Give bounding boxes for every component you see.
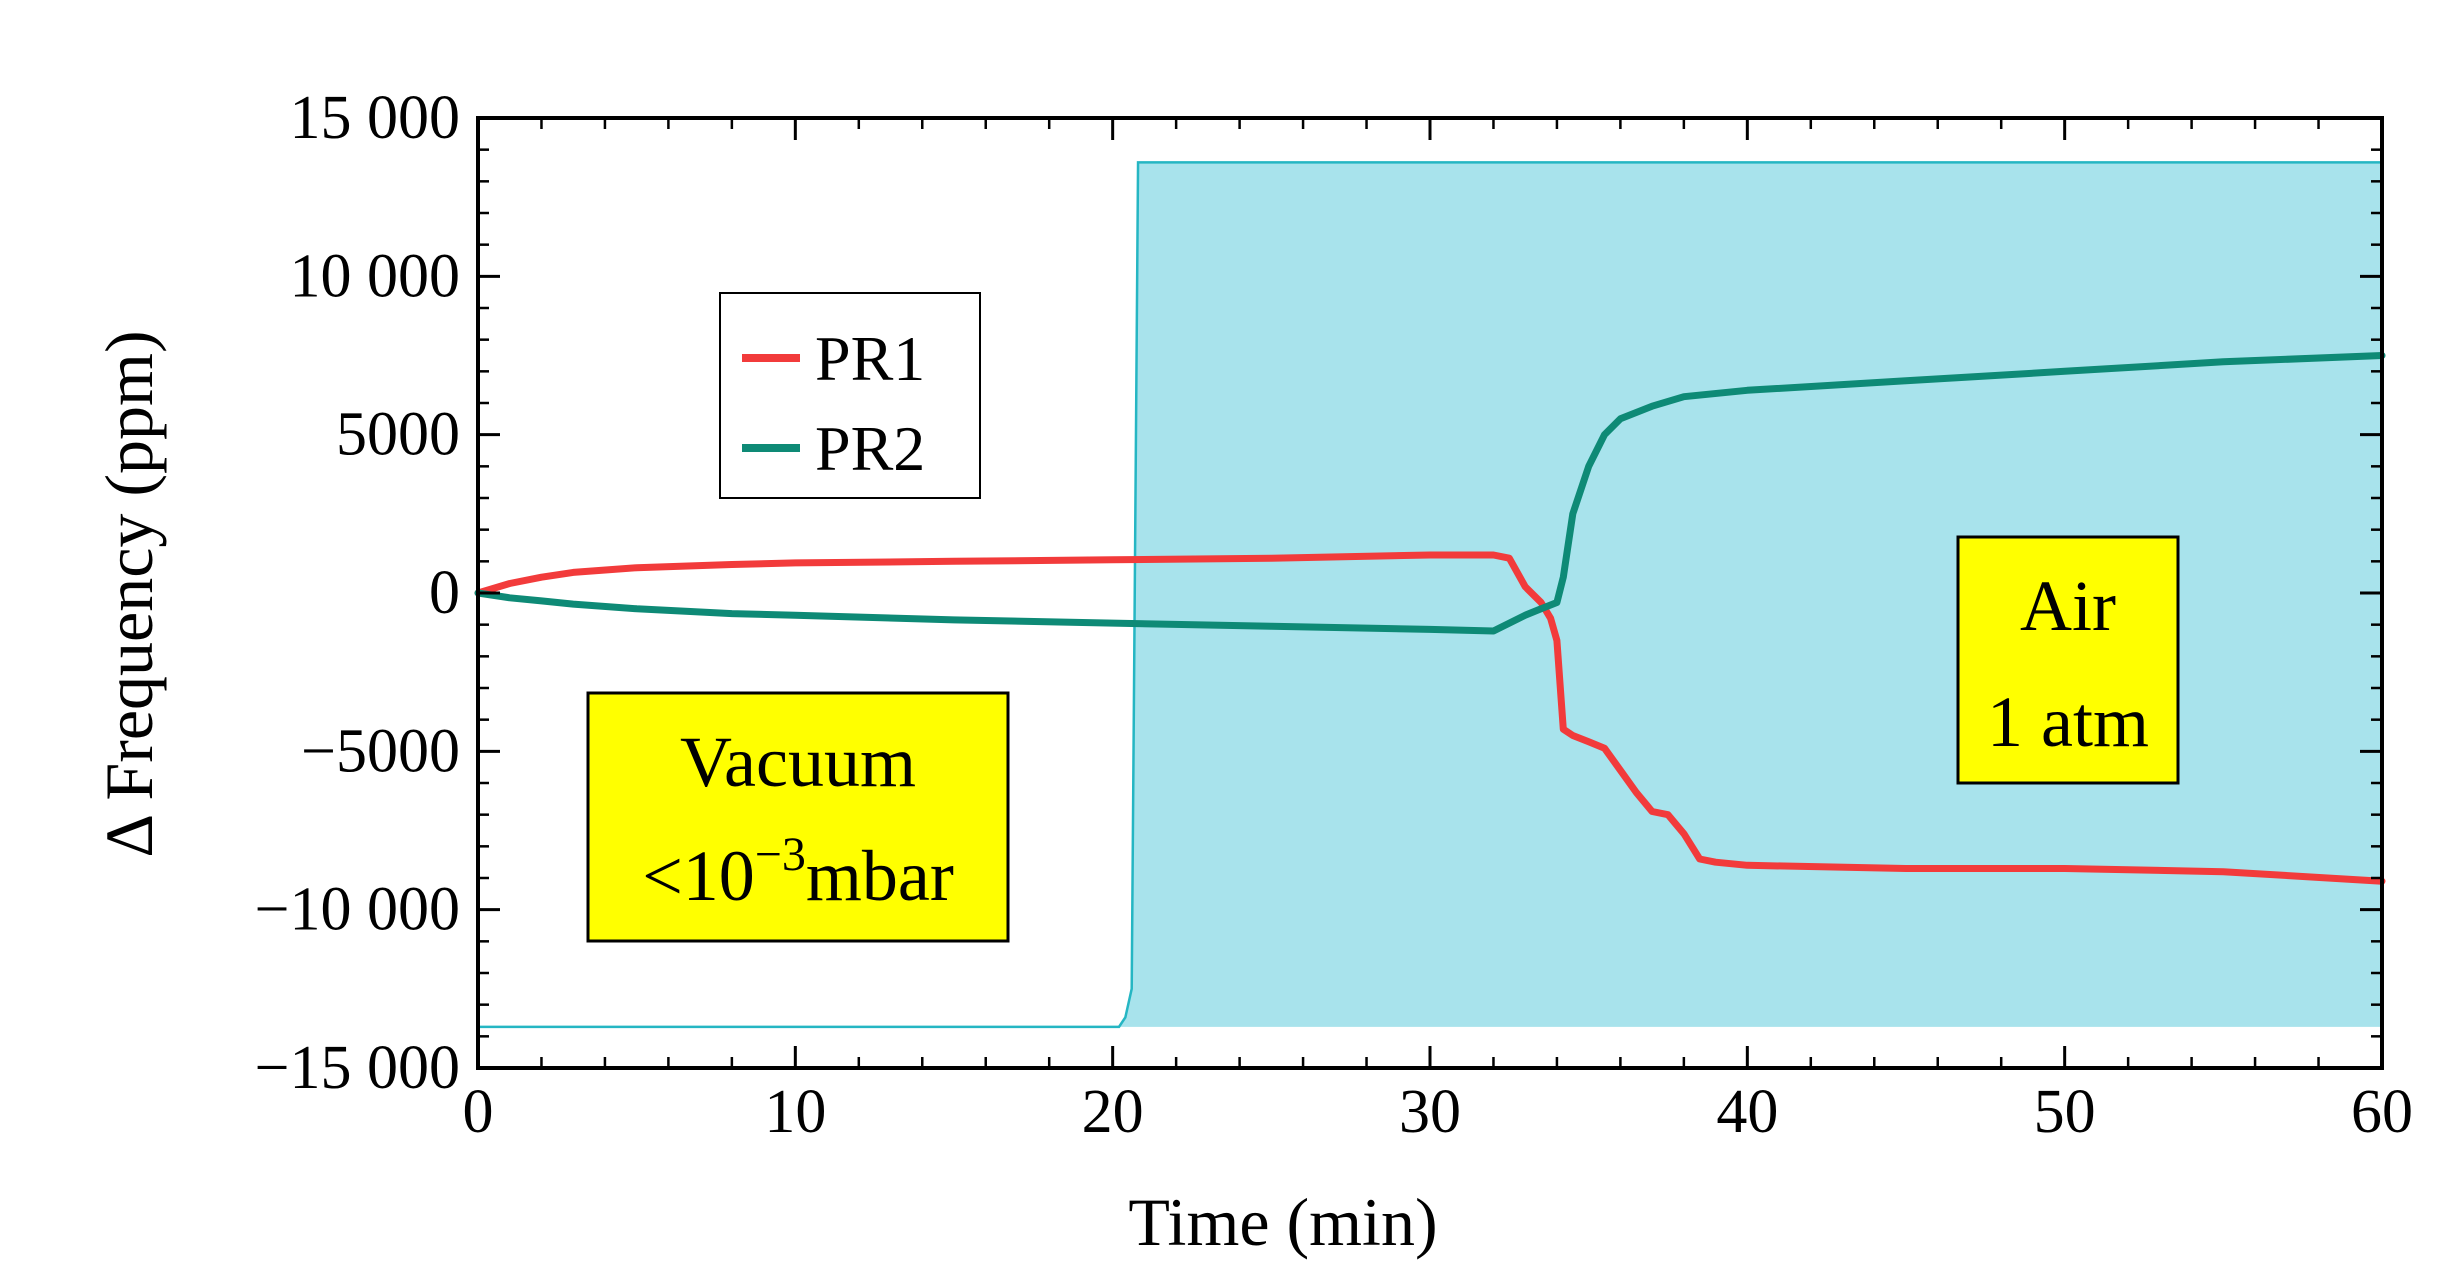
y-axis-title: Δ Frequency (ppm) — [91, 330, 167, 857]
y-tick-label: −15 000 — [255, 1034, 460, 1102]
pressure-prefix: <10 — [642, 836, 755, 916]
y-tick-label: −5000 — [301, 717, 460, 785]
series-line-pr1 — [474, 551, 2386, 885]
y-tick-label: 10 000 — [290, 242, 461, 310]
legend-box — [719, 292, 981, 499]
legend-label-pr2: PR2 — [815, 413, 925, 484]
legend-label-pr1: PR1 — [815, 323, 925, 394]
x-tick-label: 40 — [1716, 1078, 1778, 1146]
vacuum-box — [586, 691, 1010, 943]
air-region-edge — [478, 161, 2382, 1029]
x-tick-label: 60 — [2351, 1078, 2413, 1146]
y-tick-label: −10 000 — [255, 876, 460, 944]
legend: PR1 PR2 — [719, 292, 981, 499]
pressure-unit: mbar — [806, 836, 954, 916]
pressure-exponent: −3 — [755, 828, 806, 881]
x-tick-label: 10 — [764, 1078, 826, 1146]
x-tick-label: 0 — [463, 1078, 494, 1146]
axes — [476, 116, 2384, 1070]
x-axis-title: Time (min) — [1128, 1184, 1437, 1260]
air-label: Air — [2020, 566, 2116, 646]
tick-labels: 0 10 20 30 40 50 60 15 000 10 000 5000 0 −5000 −10 0… — [255, 84, 2413, 1146]
atm-label: 1 atm — [1987, 682, 2149, 762]
y-tick-label: 5000 — [336, 401, 460, 469]
x-tick-label: 30 — [1399, 1078, 1461, 1146]
vacuum-label: Vacuum — [680, 722, 916, 802]
air-box — [1956, 535, 2180, 785]
pressure-label: <10−3mbar — [642, 828, 954, 916]
vacuum-annotation: Vacuum <10−3mbar — [586, 691, 1010, 943]
x-tick-label: 20 — [1082, 1078, 1144, 1146]
air-annotation: Air 1 atm — [1956, 535, 2180, 785]
x-tick-label: 50 — [2034, 1078, 2096, 1146]
series-layer — [474, 352, 2386, 885]
y-tick-label: 15 000 — [290, 84, 461, 152]
y-tick-label: 0 — [429, 559, 460, 627]
series-line-pr2 — [474, 352, 2386, 635]
